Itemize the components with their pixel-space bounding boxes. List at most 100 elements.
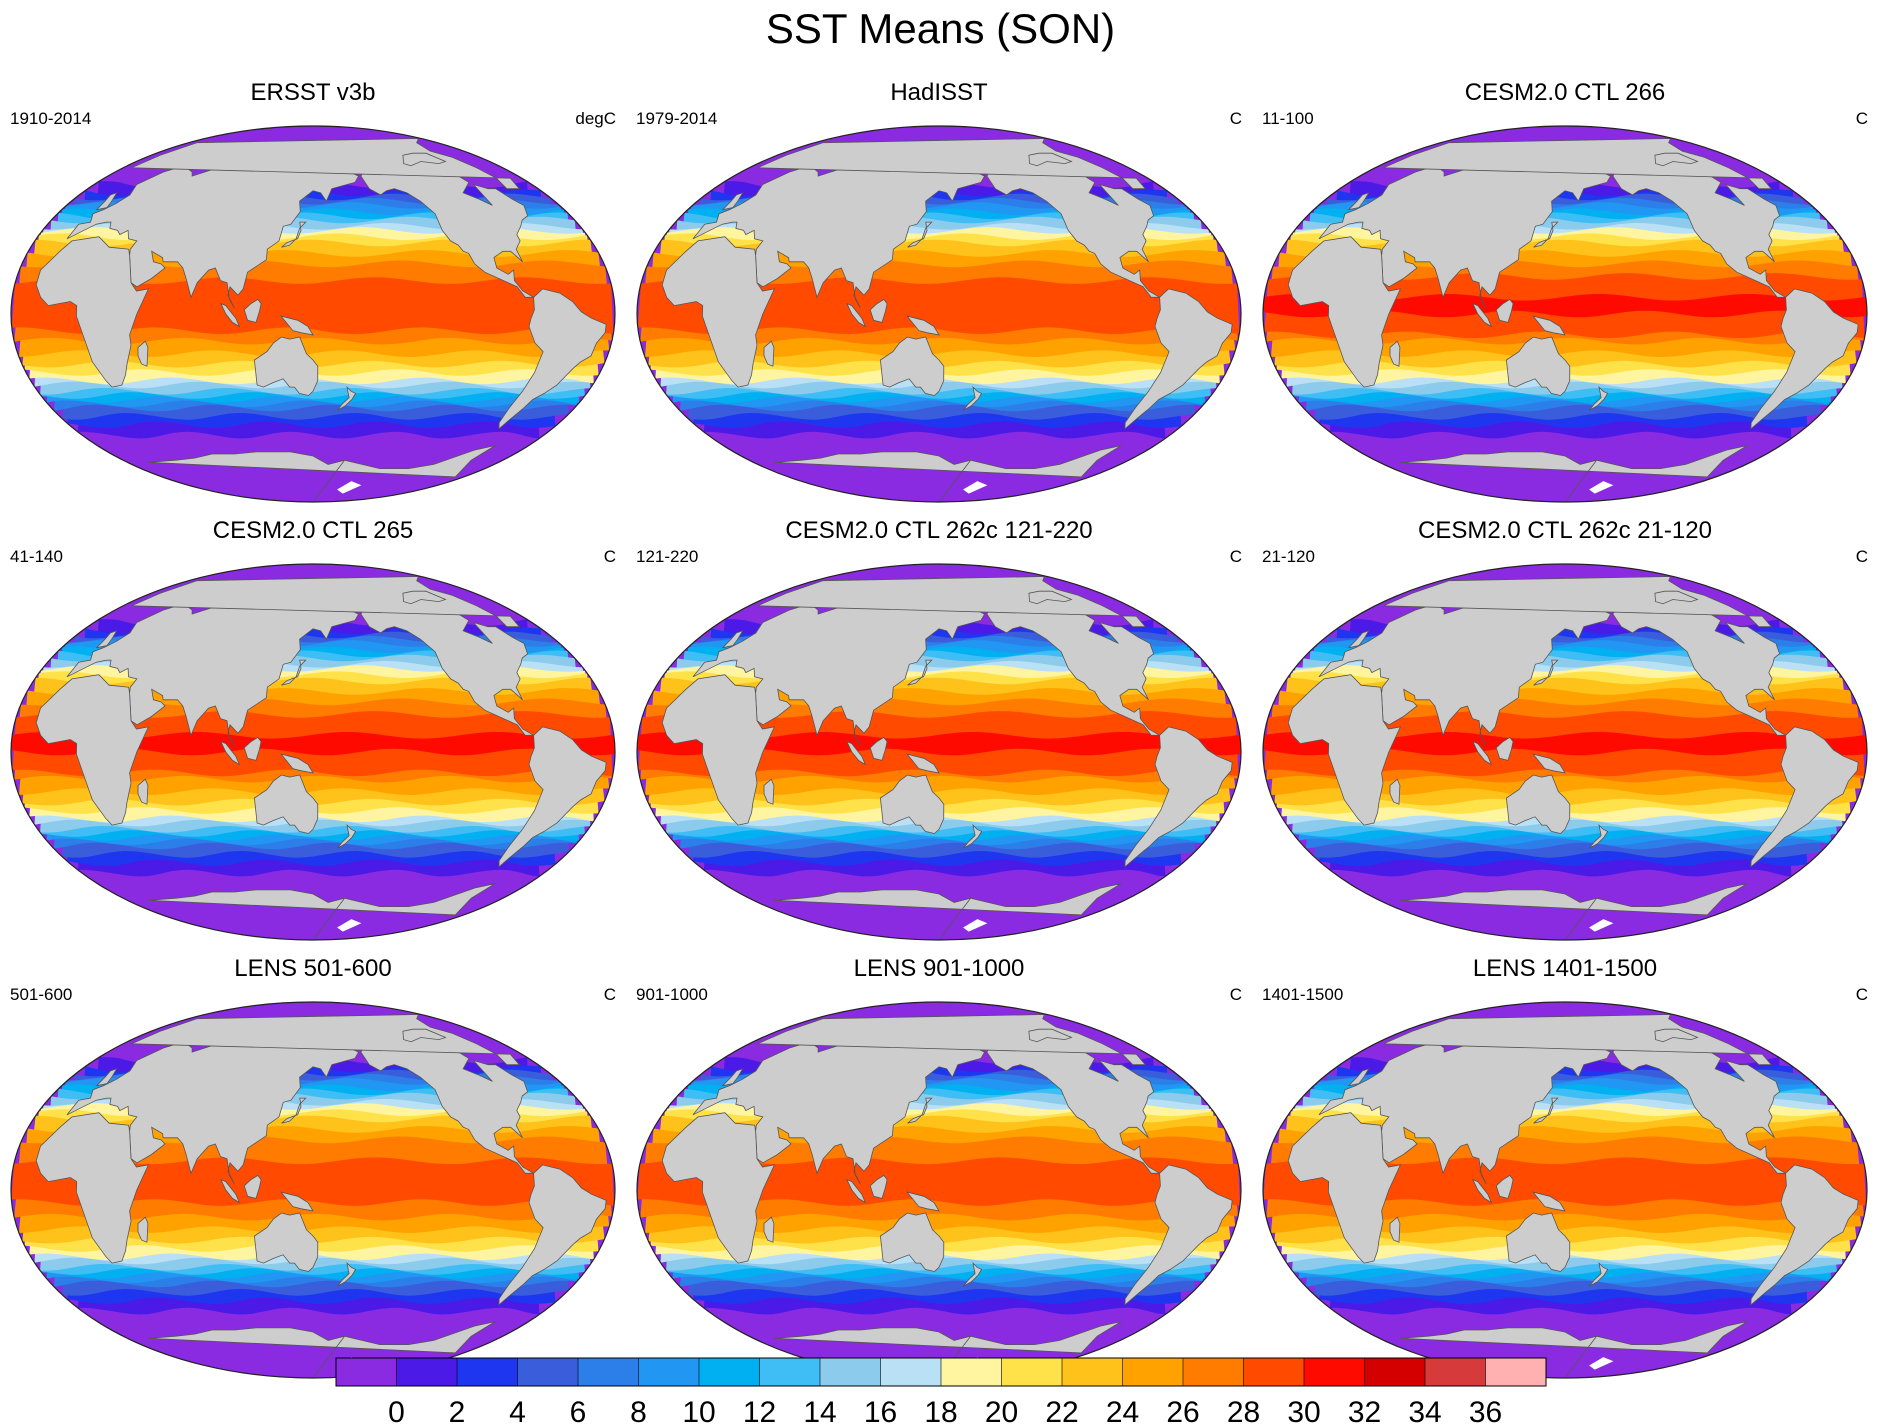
panel-title: ERSST v3b (250, 79, 376, 106)
land-sumatra (1472, 1178, 1493, 1204)
land-greenland (757, 576, 1147, 628)
land-madagascar (137, 1216, 149, 1243)
land-australia (253, 1212, 319, 1272)
map-panel: LENS 901-1000 901-1000 C (626, 954, 1252, 1390)
map-border (10, 1001, 616, 1379)
colorbar-tick-label: 28 (1227, 1396, 1260, 1428)
land-africa (35, 674, 150, 826)
land-samerica (498, 288, 607, 430)
land-namerica (1612, 600, 1788, 736)
ice-shelf (337, 919, 362, 932)
panel-title: CESM2.0 CTL 262c 21-120 (1418, 517, 1712, 544)
land-borneo (243, 1174, 262, 1199)
land-australia (879, 774, 945, 834)
land-newguinea (1532, 753, 1566, 774)
sst-map (636, 563, 1242, 941)
sst-map (1262, 563, 1868, 941)
land-samerica (1750, 288, 1859, 430)
sst-map (10, 125, 616, 503)
land-samerica (1124, 726, 1233, 868)
land-madagascar (137, 340, 149, 367)
land-africa (1287, 236, 1402, 388)
land-uk (721, 630, 744, 649)
land-africa (661, 674, 776, 826)
land-madagascar (763, 1216, 775, 1243)
land-antarctica (147, 883, 496, 940)
ice-shelf (1589, 1357, 1614, 1370)
colorbar-tick-label: 16 (864, 1396, 897, 1428)
land-greenland (131, 138, 521, 190)
map-border (10, 563, 616, 941)
land-samerica (1750, 726, 1859, 868)
panel-period: 41-140 (10, 547, 63, 566)
land-africa (35, 1112, 150, 1264)
colorbar-tick-label: 8 (630, 1396, 647, 1428)
land-uk (95, 1068, 118, 1087)
land-borneo (243, 298, 262, 323)
land-newguinea (280, 753, 314, 774)
colorbar-tick-label: 0 (388, 1396, 405, 1428)
land-nz (1589, 1261, 1609, 1287)
panel-units: degC (575, 109, 616, 128)
land-antarctica (1399, 883, 1748, 940)
panel-title: CESM2.0 CTL 265 (212, 517, 414, 544)
sst-map (1262, 1001, 1868, 1379)
colorbar-tick-label: 34 (1408, 1396, 1441, 1428)
panel-units: C (603, 985, 616, 1004)
land-canarch (402, 152, 447, 167)
colorbar-tick-label: 10 (682, 1396, 715, 1428)
land-borneo (243, 736, 262, 761)
panel-period: 1910-2014 (10, 109, 92, 128)
land-sumatra (846, 1178, 867, 1204)
land-canarch (1028, 152, 1073, 167)
colorbar-tick-label: 24 (1106, 1396, 1139, 1428)
map-panel: CESM2.0 CTL 262c 21-120 21-120 C (1252, 516, 1878, 952)
panel-title: CESM2.0 CTL 262c 121-220 (785, 517, 1093, 544)
land-newguinea (1532, 315, 1566, 336)
map-border (636, 125, 1242, 503)
panel-period: 21-120 (1262, 547, 1315, 566)
land-japan (1533, 221, 1559, 248)
land-newguinea (906, 315, 940, 336)
land-borneo (869, 736, 888, 761)
land-sumatra (220, 302, 241, 328)
land-uk (721, 1068, 744, 1087)
land-australia (253, 774, 319, 834)
sst-band (1263, 732, 1867, 756)
land-antarctica (1399, 445, 1748, 502)
land-newguinea (906, 1191, 940, 1212)
panel-period: 501-600 (10, 985, 73, 1004)
land-samerica (1124, 1164, 1233, 1306)
land-sumatra (846, 302, 867, 328)
map-border (10, 125, 616, 503)
land-africa (1287, 674, 1402, 826)
land-canarch (1654, 152, 1699, 167)
land-madagascar (1389, 778, 1401, 805)
land-madagascar (1389, 1216, 1401, 1243)
land-canarch (1028, 1028, 1073, 1043)
sst-band (11, 277, 614, 334)
land-japan (281, 1097, 307, 1124)
colorbar-tick-label: 18 (924, 1396, 957, 1428)
land-namerica (360, 600, 536, 736)
map-border (1262, 563, 1868, 941)
land-samerica (498, 726, 607, 868)
map-panel: ERSST v3b 1910-2014 degC (0, 78, 626, 514)
land-madagascar (137, 778, 149, 805)
ice-shelf (1589, 919, 1614, 932)
map-border (1262, 1001, 1868, 1379)
panel-period: 901-1000 (636, 985, 708, 1004)
sst-map (1262, 125, 1868, 503)
land-africa (661, 1112, 776, 1264)
panel-units: C (1855, 547, 1868, 566)
land-antarctica (773, 883, 1122, 940)
land-greenland (757, 1014, 1147, 1066)
panel-period: 121-220 (636, 547, 699, 566)
sst-band (1263, 294, 1867, 318)
colorbar-tick-label: 26 (1166, 1396, 1199, 1428)
land-japan (907, 1097, 933, 1124)
land-greenland (131, 576, 521, 628)
panel-title: LENS 901-1000 (853, 955, 1025, 982)
map-panel: LENS 501-600 501-600 C (0, 954, 626, 1390)
sst-band (11, 732, 615, 756)
